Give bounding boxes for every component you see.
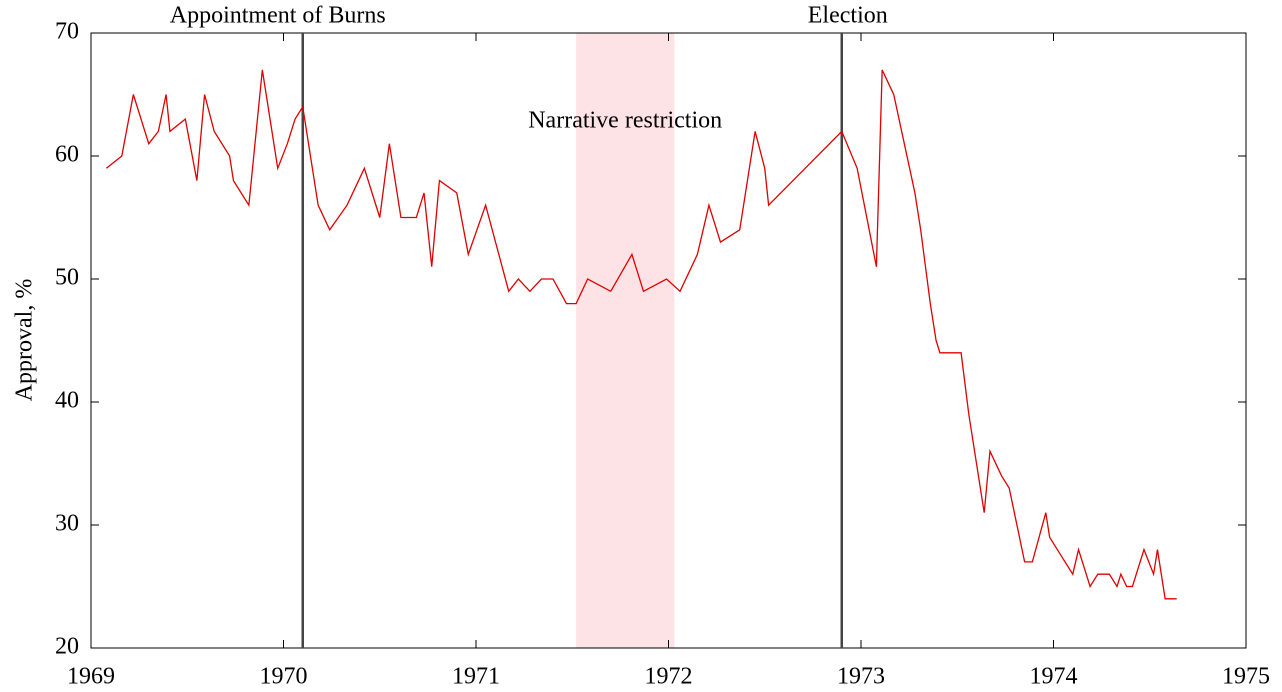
- shaded-region: [576, 33, 675, 648]
- shaded-label: Narrative restriction: [528, 108, 722, 134]
- y-tick-label: 30: [55, 511, 79, 537]
- y-tick-label: 40: [55, 388, 79, 414]
- y-tick-label: 50: [55, 265, 79, 291]
- y-tick-label: 70: [55, 19, 79, 45]
- y-tick-label: 60: [55, 142, 79, 168]
- x-tick-label: 1969: [67, 664, 115, 690]
- y-tick-label: 20: [55, 634, 79, 660]
- x-tick-label: 1970: [260, 664, 308, 690]
- x-tick-label: 1975: [1222, 664, 1270, 690]
- x-tick-label: 1973: [837, 664, 885, 690]
- event-label: Election: [808, 3, 888, 29]
- y-axis-label: Approval, %: [12, 279, 38, 402]
- event-label: Appointment of Burns: [170, 3, 386, 29]
- x-tick-label: 1974: [1030, 664, 1078, 690]
- x-tick-label: 1971: [452, 664, 500, 690]
- x-tick-label: 1972: [645, 664, 693, 690]
- data-line: [105, 69, 1177, 600]
